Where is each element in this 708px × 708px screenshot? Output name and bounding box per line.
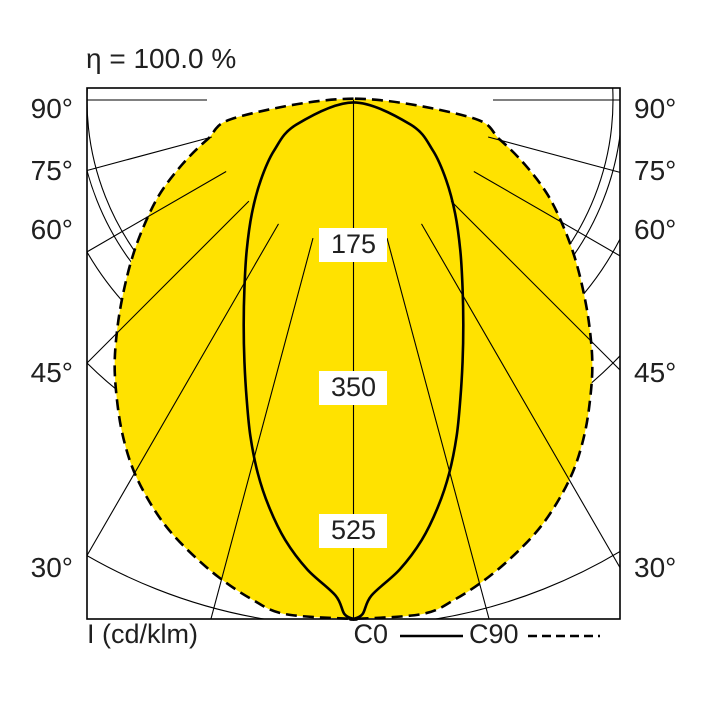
svg-text:C90: C90 — [469, 619, 519, 649]
svg-text:90°: 90° — [31, 93, 73, 124]
svg-text:525: 525 — [331, 515, 376, 545]
svg-text:30°: 30° — [634, 552, 676, 583]
svg-text:45°: 45° — [31, 357, 73, 388]
svg-text:60°: 60° — [634, 214, 676, 245]
svg-text:350: 350 — [331, 372, 376, 402]
svg-text:C0: C0 — [354, 619, 389, 649]
svg-text:75°: 75° — [634, 155, 676, 186]
svg-text:60°: 60° — [31, 214, 73, 245]
svg-text:η = 100.0 %: η = 100.0 % — [86, 43, 236, 74]
svg-text:30°: 30° — [31, 552, 73, 583]
svg-text:175: 175 — [331, 229, 376, 259]
svg-text:45°: 45° — [634, 357, 676, 388]
svg-text:I (cd/klm): I (cd/klm) — [87, 619, 198, 649]
svg-text:75°: 75° — [31, 155, 73, 186]
svg-text:90°: 90° — [634, 93, 676, 124]
